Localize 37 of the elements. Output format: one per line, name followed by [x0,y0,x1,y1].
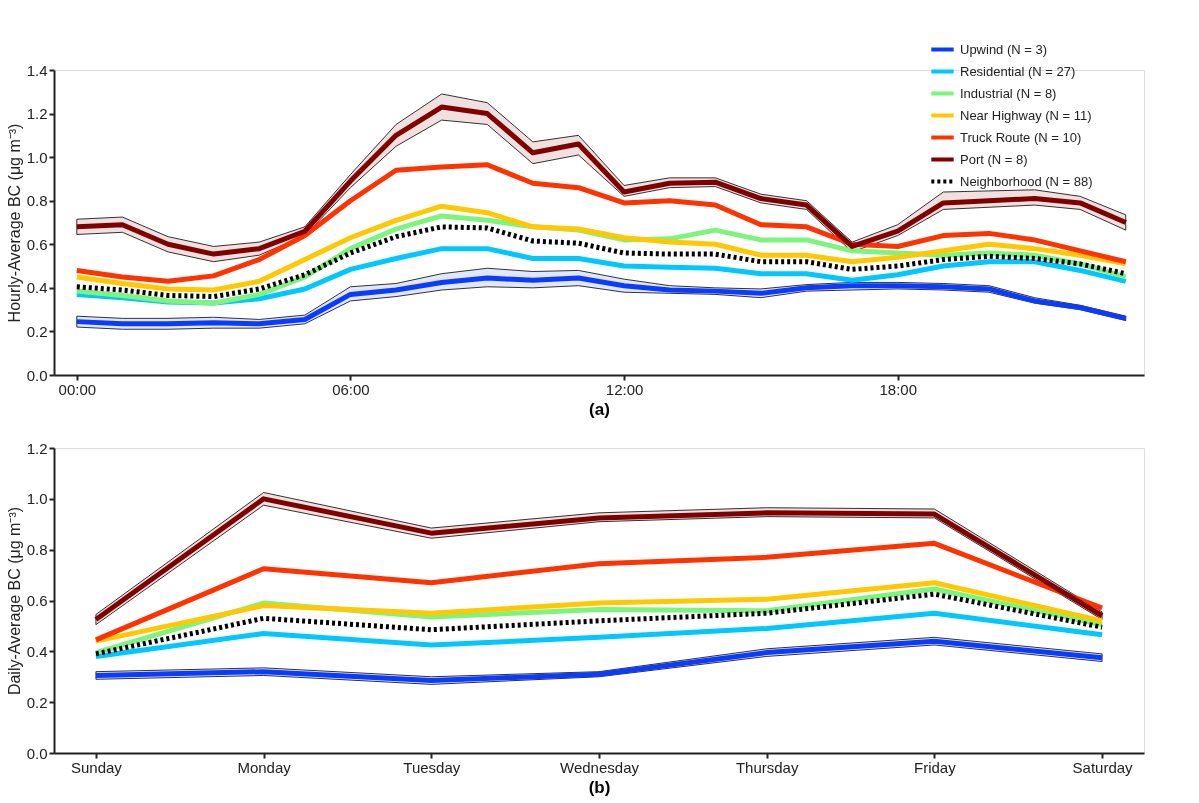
x-tick-label: Saturday [1072,758,1134,776]
y-tick-label: 1.2 [26,439,48,457]
x-axis-title: (b) [588,777,611,797]
x-tick-label: Tuesday [403,758,461,776]
y-tick-label: 0.2 [26,322,48,340]
y-tick-label: 0.0 [26,744,48,762]
y-tick-label: 0.6 [26,235,48,253]
legend-label: Upwind (N = 3) [960,41,1048,57]
legend-label: Neighborhood (N = 88) [960,173,1093,189]
x-tick-label: Thursday [735,758,799,776]
y-tick-label: 0.4 [26,642,48,660]
legend-label: Residential (N = 27) [960,63,1076,79]
y-tick-label: 1.0 [26,490,48,508]
y-tick-label: 1.4 [26,61,48,79]
x-tick-label: 12:00 [605,380,644,398]
legend-label: Industrial (N = 8) [960,85,1057,101]
y-tick-label: 0.0 [26,366,48,384]
y-tick-label: 0.4 [26,279,48,297]
x-tick-label: Friday [914,758,957,776]
y-tick-label: 0.8 [26,541,48,559]
x-tick-label: 18:00 [879,380,917,398]
x-tick-label: 00:00 [58,380,97,398]
y-tick-label: 0.2 [26,693,48,711]
x-tick-label: 06:00 [332,380,370,398]
y-tick-label: 0.6 [26,592,48,609]
x-axis-title: (a) [589,399,610,419]
y-axis-title: Hourly-Average BC (μg m⁻³) [5,123,23,323]
y-tick-label: 1.2 [26,105,48,123]
x-tick-label: Monday [237,758,292,776]
legend-label: Port (N = 8) [960,151,1028,167]
x-tick-label: Sunday [70,758,123,776]
legend-label: Truck Route (N = 10) [960,129,1082,145]
y-tick-label: 1.0 [26,148,48,166]
legend-label: Near Highway (N = 11) [960,107,1092,123]
y-tick-label: 0.8 [26,192,48,210]
y-axis-title: Daily-Average BC (μg m⁻³) [5,506,23,696]
x-tick-label: Wednesday [560,758,640,776]
